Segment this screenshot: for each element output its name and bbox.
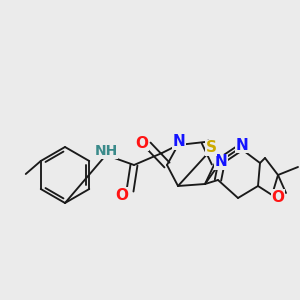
Text: NH: NH	[94, 144, 118, 158]
Text: O: O	[272, 190, 284, 205]
Text: S: S	[206, 140, 217, 155]
Text: N: N	[214, 154, 227, 169]
Text: N: N	[172, 134, 185, 149]
Text: O: O	[116, 188, 128, 202]
Text: O: O	[136, 136, 148, 151]
Text: N: N	[236, 137, 248, 152]
